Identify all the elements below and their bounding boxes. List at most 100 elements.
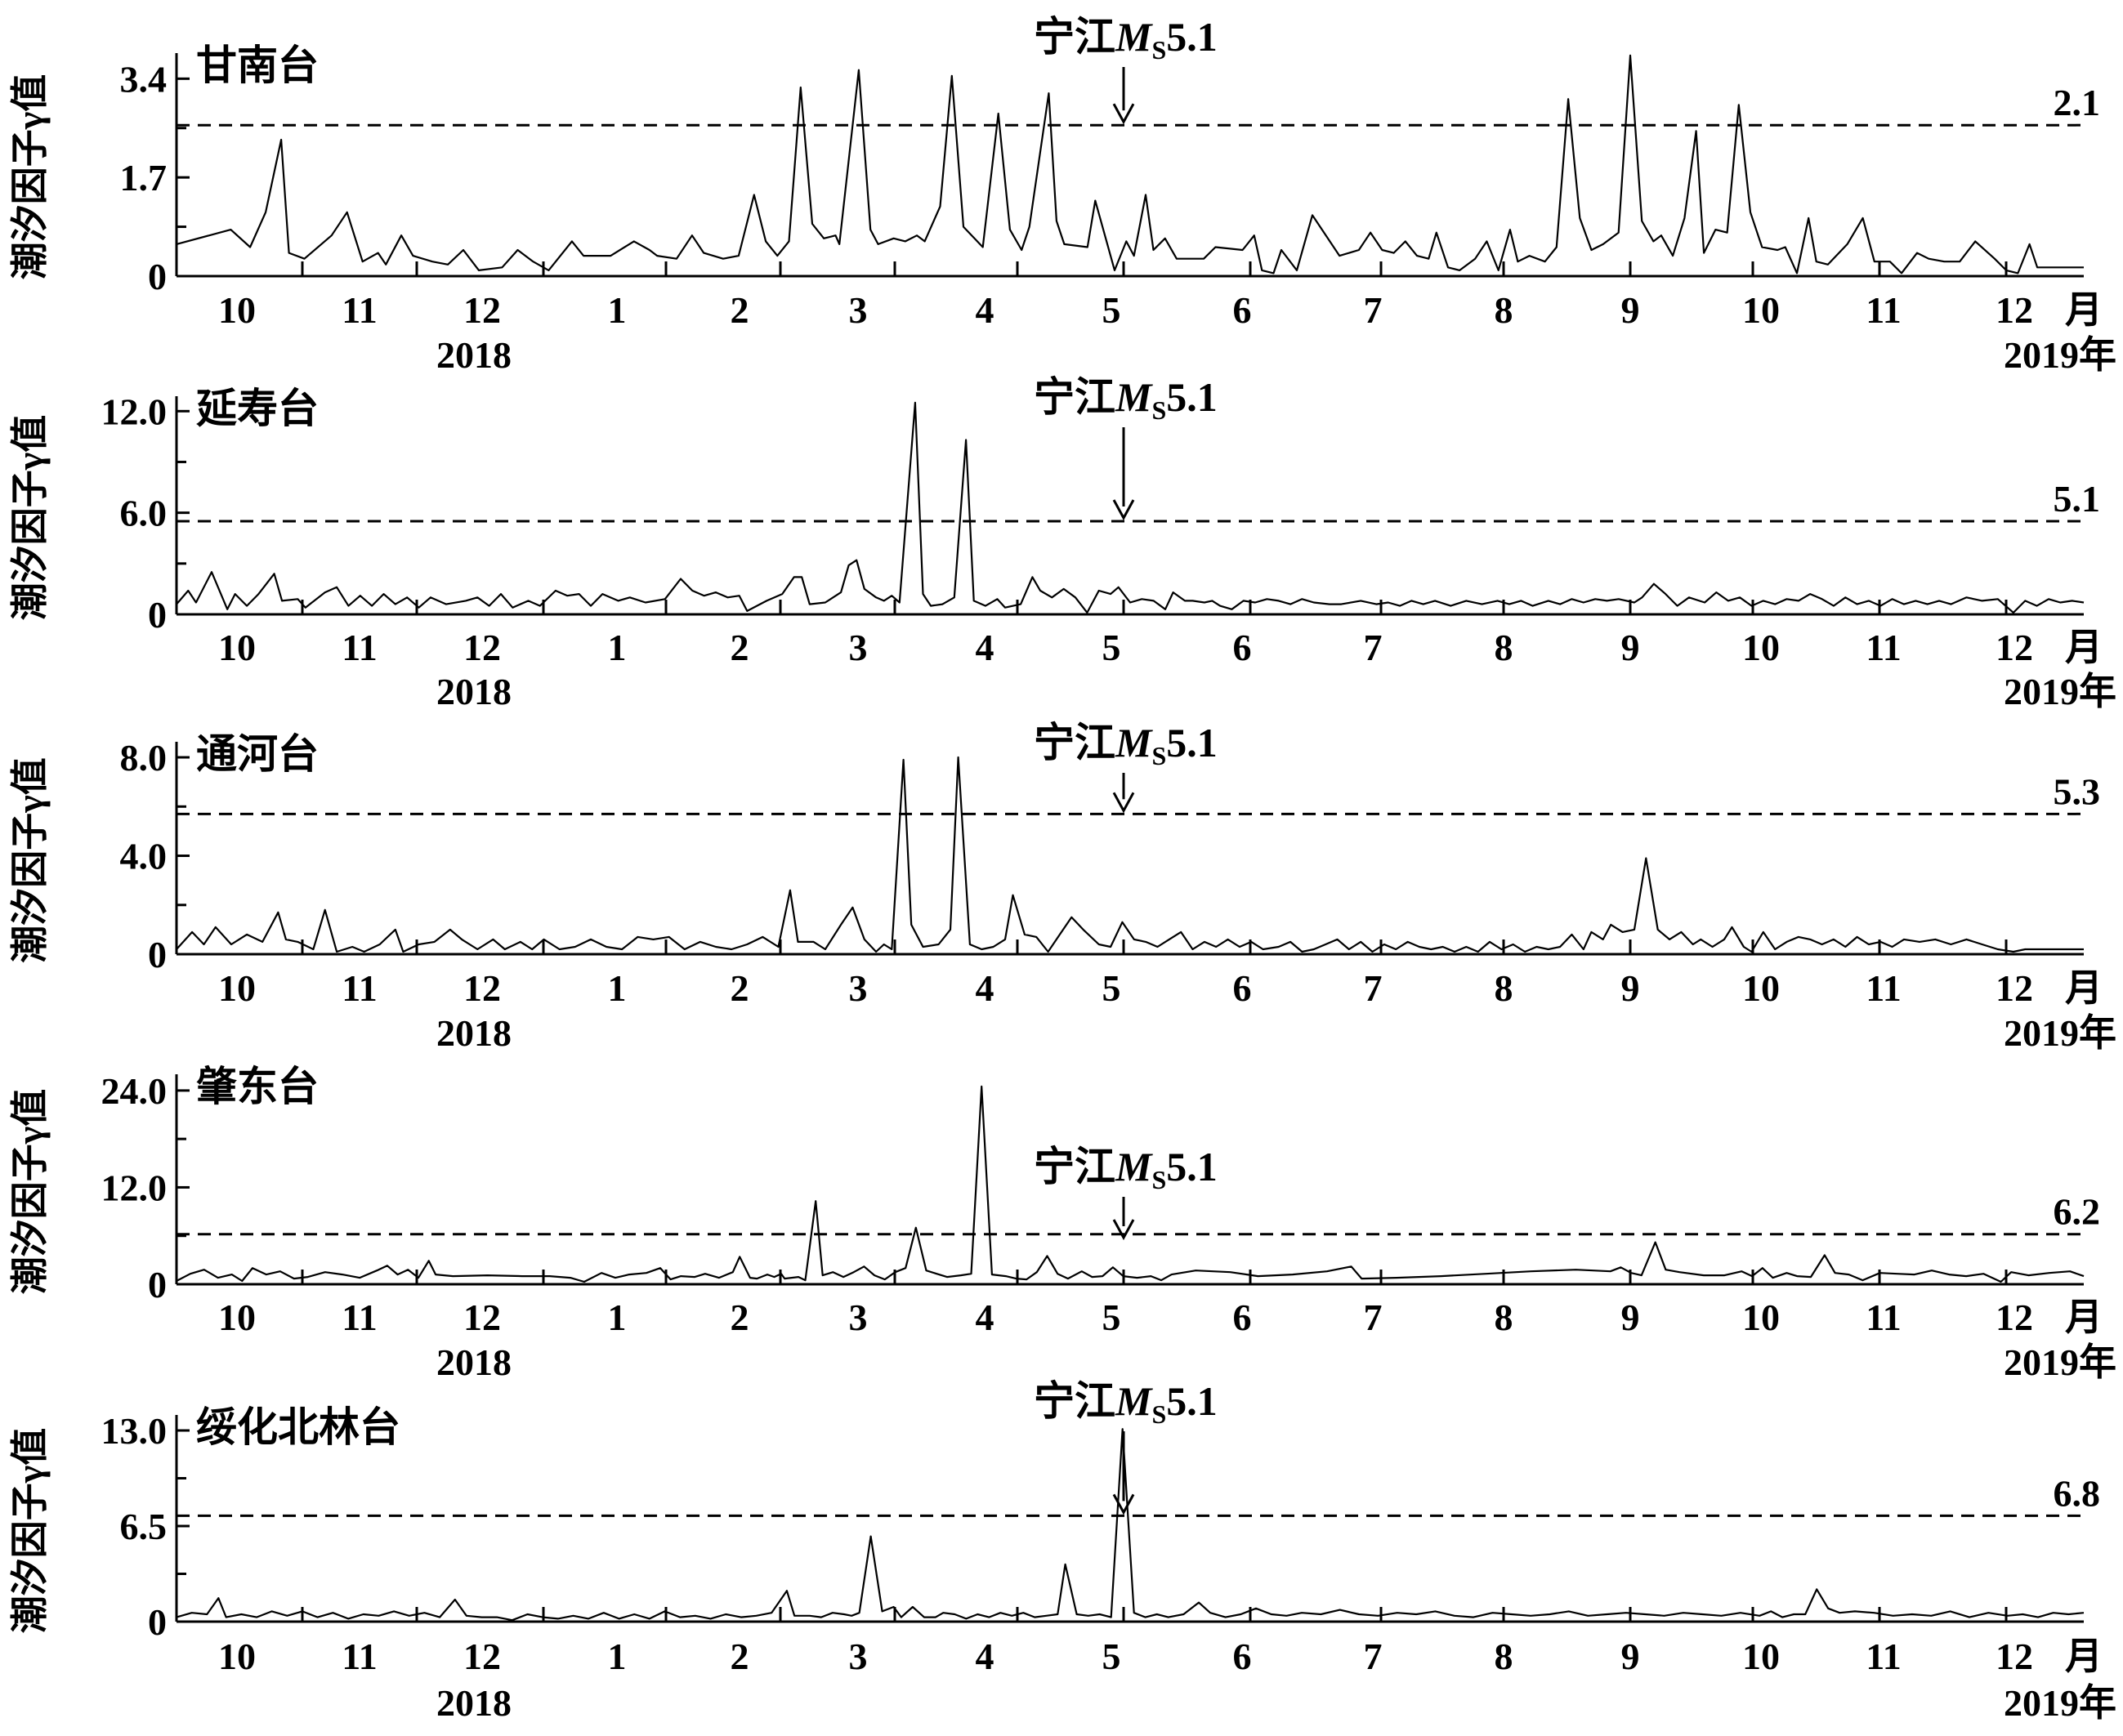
series-line — [176, 1085, 2085, 1283]
x-tick-label: 10 — [1742, 289, 1780, 331]
year-label-2018: 2018 — [436, 1341, 512, 1383]
x-tick-label: 8 — [1495, 1296, 1513, 1338]
x-tick-label: 5 — [1102, 1636, 1121, 1677]
x-tick-label: 10 — [218, 1296, 256, 1338]
y-axis-label: 潮汐因子γ值 — [9, 1089, 51, 1295]
y-tick-label: 13.0 — [101, 1410, 168, 1452]
x-tick-label: 7 — [1364, 967, 1383, 1009]
x-tick-label: 4 — [976, 967, 994, 1009]
year-label-2019: 2019年 — [2004, 671, 2116, 712]
x-tick-label: 7 — [1364, 627, 1383, 668]
event-magnitude-symbol: M — [1115, 1144, 1153, 1189]
y-tick-label: 8.0 — [120, 737, 168, 779]
event-magnitude-value: 5.1 — [1166, 14, 1218, 60]
x-tick-label: 2 — [731, 967, 749, 1009]
x-tick-label: 12 — [463, 1636, 501, 1677]
event-place: 宁江 — [1034, 14, 1115, 60]
x-tick-label: 7 — [1364, 289, 1383, 331]
x-tick-label: 10 — [218, 627, 256, 668]
event-label: 宁江MS5.1 — [1034, 720, 1218, 770]
x-tick-label: 5 — [1102, 627, 1121, 668]
x-tick-label: 6 — [1233, 967, 1252, 1009]
year-label-2019: 2019年 — [2004, 1682, 2116, 1724]
x-tick-label: 11 — [1866, 1296, 1901, 1338]
x-tick-label: 月 — [2065, 627, 2103, 668]
year-label-2018: 2018 — [436, 1012, 512, 1054]
x-tick-label: 5 — [1102, 967, 1121, 1009]
series-line — [176, 1428, 2085, 1622]
x-tick-label: 12 — [1996, 627, 2033, 668]
x-tick-label: 11 — [342, 1296, 377, 1338]
x-tick-label: 5 — [1102, 1296, 1121, 1338]
x-tick-label: 12 — [463, 967, 501, 1009]
event-arrow-head — [1112, 1219, 1135, 1241]
y-axis-label: 潮汐因子γ值 — [9, 415, 51, 621]
x-tick-label: 1 — [608, 627, 627, 668]
x-tick-label: 8 — [1495, 967, 1513, 1009]
event-magnitude-value: 5.1 — [1166, 1144, 1218, 1189]
event-magnitude-subscript: S — [1151, 395, 1166, 425]
y-tick-label: 6.5 — [120, 1506, 168, 1547]
x-tick-label: 9 — [1621, 967, 1640, 1009]
year-label-2018: 2018 — [436, 671, 512, 712]
x-tick-label: 9 — [1621, 627, 1640, 668]
x-tick-label: 11 — [342, 627, 377, 668]
x-tick-label: 12 — [463, 289, 501, 331]
event-label: 宁江MS5.1 — [1034, 374, 1218, 425]
event-place: 宁江 — [1034, 1144, 1115, 1189]
y-tick-label: 0 — [148, 256, 167, 297]
x-tick-label: 月 — [2065, 967, 2103, 1009]
x-tick-label: 4 — [976, 627, 994, 668]
y-tick-label: 1.7 — [120, 157, 168, 199]
event-arrow-head — [1112, 792, 1135, 814]
panel-title: 绥化北林台 — [196, 1404, 400, 1450]
x-tick-label: 11 — [1866, 627, 1901, 668]
x-tick-label: 3 — [849, 627, 868, 668]
x-tick-label: 12 — [1996, 1636, 2033, 1677]
x-tick-label: 10 — [1742, 967, 1780, 1009]
x-tick-label: 11 — [342, 289, 377, 331]
event-magnitude-value: 5.1 — [1166, 720, 1218, 765]
threshold-label: 5.1 — [2054, 478, 2101, 520]
event-magnitude-subscript: S — [1151, 35, 1166, 65]
x-tick-label: 10 — [218, 289, 256, 331]
event-magnitude-subscript: S — [1151, 1165, 1166, 1194]
y-axis-label: 潮汐因子γ值 — [9, 757, 51, 963]
year-label-2019: 2019年 — [2004, 334, 2116, 376]
panel-title: 延寿台 — [196, 386, 319, 431]
y-tick-label: 6.0 — [120, 493, 168, 534]
event-arrow-head — [1112, 1493, 1135, 1515]
x-tick-label: 6 — [1233, 289, 1252, 331]
x-tick-label: 6 — [1233, 627, 1252, 668]
x-tick-label: 1 — [608, 1636, 627, 1677]
x-tick-label: 月 — [2065, 1636, 2103, 1677]
x-tick-label: 8 — [1495, 627, 1513, 668]
event-magnitude-symbol: M — [1115, 14, 1153, 60]
threshold-label: 2.1 — [2054, 82, 2101, 123]
x-tick-label: 1 — [608, 289, 627, 331]
x-tick-label: 2 — [731, 1636, 749, 1677]
event-arrow-head — [1112, 103, 1135, 125]
x-tick-label: 2 — [731, 289, 749, 331]
x-tick-label: 4 — [976, 1636, 994, 1677]
y-tick-label: 3.4 — [120, 58, 168, 100]
y-axis-label: 潮汐因子γ值 — [9, 74, 51, 280]
series-line — [176, 756, 2084, 953]
x-tick-label: 2 — [731, 1296, 749, 1338]
event-label: 宁江MS5.1 — [1034, 1144, 1218, 1194]
event-label: 宁江MS5.1 — [1034, 1378, 1218, 1429]
x-tick-label: 12 — [463, 627, 501, 668]
x-tick-label: 4 — [976, 289, 994, 331]
x-tick-label: 11 — [342, 1636, 377, 1677]
panel-title: 肇东台 — [196, 1064, 319, 1109]
x-tick-label: 8 — [1495, 1636, 1513, 1677]
x-tick-label: 11 — [1866, 1636, 1901, 1677]
x-tick-label: 3 — [849, 1636, 868, 1677]
year-label-2019: 2019年 — [2004, 1012, 2116, 1054]
x-tick-label: 5 — [1102, 289, 1121, 331]
threshold-label: 6.8 — [2054, 1472, 2101, 1514]
